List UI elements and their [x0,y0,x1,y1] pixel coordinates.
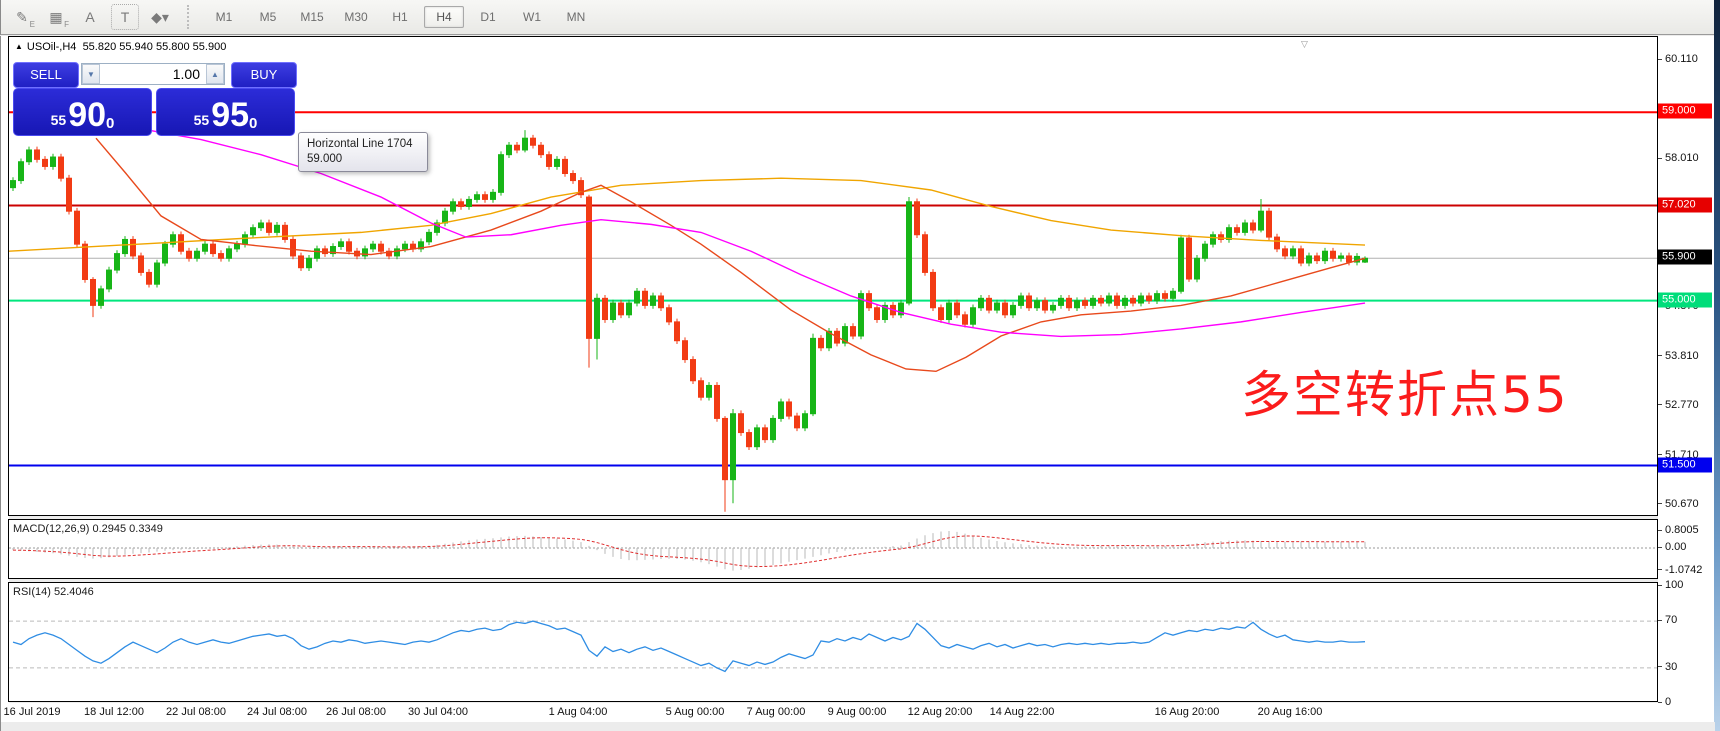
rsi-label: RSI(14) 52.4046 [13,586,94,598]
time-label: 18 Jul 12:00 [84,706,144,718]
time-label: 5 Aug 00:00 [665,706,725,718]
price-axis[interactable]: 60.11058.01054.87053.81052.77051.71050.6… [1658,36,1714,722]
window-bottom-strip [0,722,1715,731]
rsi-pane[interactable]: RSI(14) 52.4046 [8,582,1658,702]
desktop-background-strip [1714,0,1720,731]
rsi-axis-label: 100 [1658,579,1683,591]
buy-price-sup: 0 [249,115,258,132]
ohlc-values: 55.820 55.940 55.800 55.900 [82,41,227,53]
volume-increase-button[interactable]: ▲ [206,64,224,84]
price-marker-51.500: 51.500 [1658,457,1712,473]
chart-header: ▲ USOil-,H4 55.820 55.940 55.800 55.900 [15,41,226,53]
time-axis[interactable]: 16 Jul 2019 18 Jul 12:00 22 Jul 08:00 24 Ju… [4,703,1658,722]
collapse-icon[interactable]: ▲ [15,42,23,51]
timeframe-button-d1[interactable]: D1 [480,10,496,24]
sell-button[interactable]: SELL [13,62,79,88]
volume-spinner: ▼ 1.00 ▲ [81,63,225,85]
sell-price-sup: 0 [106,115,115,132]
toolbar-separator [187,5,194,29]
sell-price-button[interactable]: 55 90 0 [13,88,152,136]
time-label: 14 Aug 22:00 [989,706,1055,718]
timeframe-button-m30[interactable]: M30 [344,10,368,24]
time-label: 30 Jul 04:00 [408,706,468,718]
sell-price-small: 55 [50,112,67,128]
time-label: 24 Jul 08:00 [247,706,307,718]
time-label: 7 Aug 00:00 [746,706,806,718]
grid-icon[interactable]: ▦ F [49,8,69,30]
one-click-trading-panel: SELL ▼ 1.00 ▲ BUY 55 90 0 55 95 0 [11,57,297,139]
price-tick: 50.670 [1658,498,1699,510]
toolbar: ✎ E ▦ F A T ◆▾ M1 M5 M15 M30 H1 H4 D1 W1 MN [0,0,1714,35]
timeframe-button-m1[interactable]: M1 [215,10,233,24]
macd-axis-label: -1.0742 [1658,564,1702,576]
timeframe-button-h1[interactable]: H1 [392,10,408,24]
rsi-axis-label: 70 [1658,614,1677,626]
rsi-axis-label: 30 [1658,661,1677,673]
timeframe-button-h4[interactable]: H4 [424,6,464,28]
candlestick-chart [9,111,1657,512]
price-tick: 58.010 [1658,152,1699,164]
trend-annotation-text[interactable]: 多空转折点55 [1241,366,1569,424]
price-marker-55.900: 55.900 [1658,249,1712,265]
symbol-period-label: USOil-,H4 [26,41,77,53]
price-marker-55.000: 55.000 [1658,292,1712,308]
timeframe-buttons: M1 M5 M15 M30 H1 H4 D1 W1 MN [204,6,600,28]
time-label: 16 Jul 2019 [3,706,61,718]
time-label: 26 Jul 08:00 [326,706,386,718]
line-studies-icon[interactable]: ✎ E [16,8,35,30]
horizontal-line-tooltip: Horizontal Line 1704 59.000 [298,132,428,172]
text-label-icon[interactable]: A [85,9,95,25]
buy-price-big: 95 [211,96,250,134]
chart-shift-marker[interactable]: ▽ [1301,39,1308,49]
time-label: 16 Aug 20:00 [1154,706,1220,718]
tooltip-title: Horizontal Line 1704 [307,138,413,150]
arrows-dropdown-icon[interactable]: ◆▾ [151,8,169,25]
text-box-icon[interactable]: T [111,4,139,30]
timeframe-button-m5[interactable]: M5 [259,10,277,24]
volume-input[interactable]: 1.00 [172,66,200,82]
timeframe-button-m15[interactable]: M15 [300,10,324,24]
macd-chart [9,531,1657,571]
time-label: 20 Aug 16:00 [1257,706,1323,718]
buy-price-small: 55 [193,112,210,128]
buy-button[interactable]: BUY [231,62,297,88]
price-tick: 52.770 [1658,399,1699,411]
main-chart-pane[interactable]: ▲ USOil-,H4 55.820 55.940 55.800 55.900 ▽… [8,36,1658,516]
rsi-chart [9,620,1657,673]
time-label: 12 Aug 20:00 [907,706,973,718]
volume-decrease-button[interactable]: ▼ [82,64,100,84]
time-label: 9 Aug 00:00 [827,706,887,718]
price-marker-59.000: 59.000 [1658,103,1712,119]
macd-axis-label: 0.8005 [1658,524,1699,536]
price-marker-57.020: 57.020 [1658,197,1712,213]
timeframe-button-mn[interactable]: MN [566,10,586,24]
rsi-axis-label: 0 [1658,696,1671,708]
macd-pane[interactable]: MACD(12,26,9) 0.2945 0.3349 [8,519,1658,579]
time-label: 1 Aug 04:00 [548,706,608,718]
price-tick: 60.110 [1658,53,1698,65]
timeframe-button-w1[interactable]: W1 [523,10,541,24]
sell-price-big: 90 [68,96,107,134]
time-label: 22 Jul 08:00 [166,706,226,718]
macd-axis-label: 0.00 [1658,541,1686,553]
window-left-margin [0,36,9,722]
price-tick: 53.810 [1658,350,1699,362]
macd-label: MACD(12,26,9) 0.2945 0.3349 [13,523,163,535]
tooltip-value: 59.000 [307,153,343,165]
buy-price-button[interactable]: 55 95 0 [156,88,295,136]
